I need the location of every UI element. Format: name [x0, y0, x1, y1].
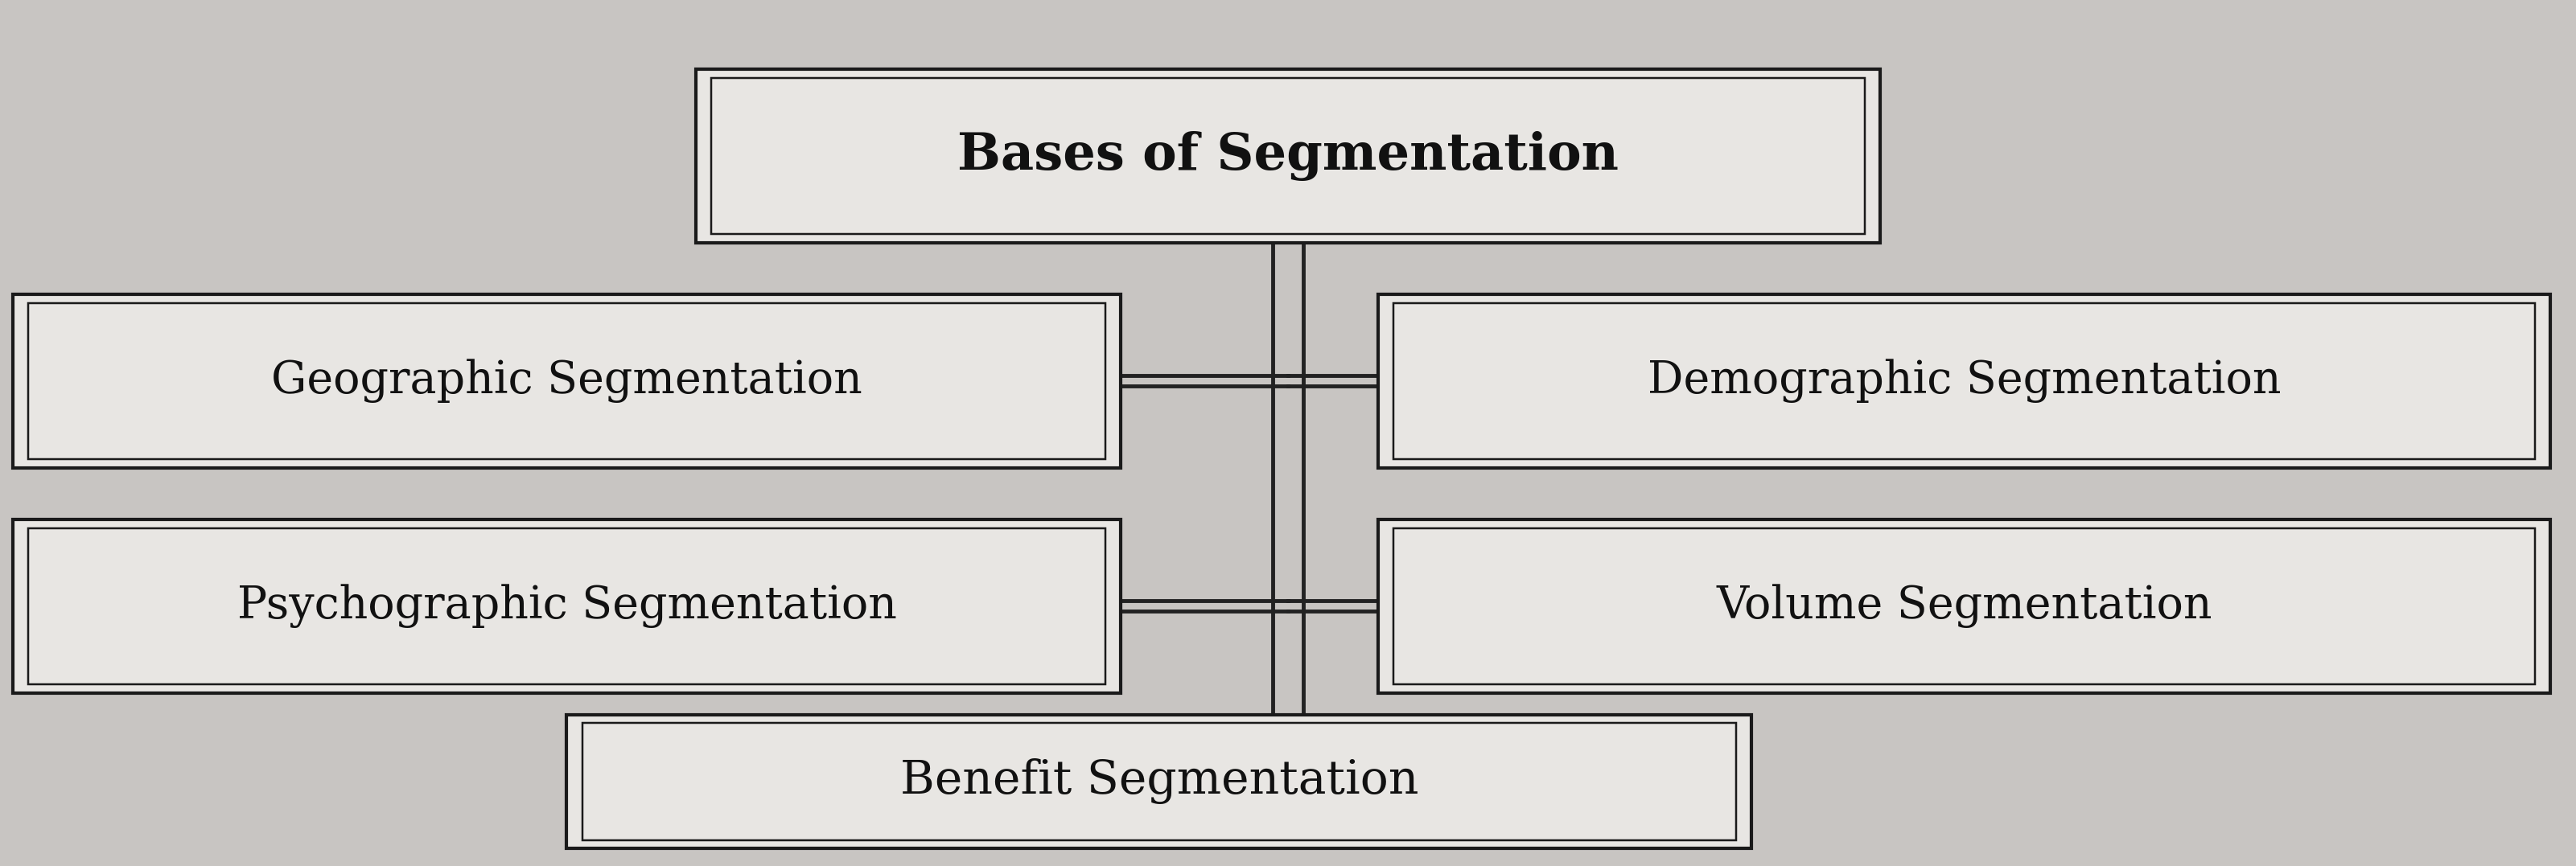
- FancyBboxPatch shape: [13, 294, 1121, 468]
- FancyBboxPatch shape: [1378, 294, 2550, 468]
- FancyBboxPatch shape: [13, 520, 1121, 693]
- Text: Geographic Segmentation: Geographic Segmentation: [270, 359, 863, 403]
- Text: Volume Segmentation: Volume Segmentation: [1716, 585, 2213, 628]
- Text: Bases of Segmentation: Bases of Segmentation: [958, 131, 1618, 181]
- FancyBboxPatch shape: [1378, 520, 2550, 693]
- Text: Demographic Segmentation: Demographic Segmentation: [1649, 359, 2280, 403]
- Text: Psychographic Segmentation: Psychographic Segmentation: [237, 585, 896, 628]
- FancyBboxPatch shape: [696, 69, 1880, 242]
- Text: Benefit Segmentation: Benefit Segmentation: [899, 759, 1419, 805]
- FancyBboxPatch shape: [567, 714, 1752, 849]
